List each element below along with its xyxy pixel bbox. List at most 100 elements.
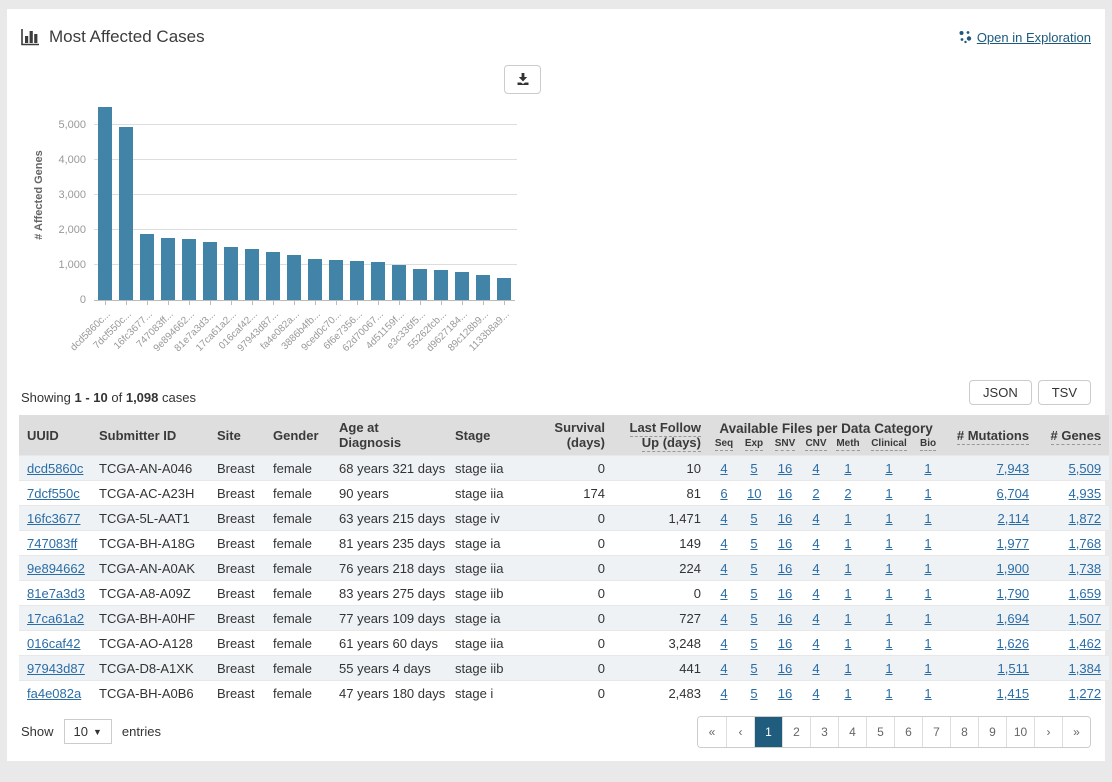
page-7-button[interactable]: 7 [922,716,950,747]
files-bio-link[interactable]: 1 [924,685,932,701]
files-meth-link[interactable]: 1 [844,560,852,576]
column-header-genes[interactable]: # Genes [1037,415,1110,456]
files-snv-link[interactable]: 16 [777,685,793,701]
bar-6f6e7356[interactable] [349,261,364,300]
files-cnv-link[interactable]: 4 [812,535,820,551]
files-meth-link[interactable]: 1 [844,685,852,701]
files-exp-link[interactable]: 10 [747,485,762,501]
page-3-button[interactable]: 3 [810,716,838,747]
bar-4d51159f[interactable] [391,265,406,300]
files-exp-link[interactable]: 5 [750,660,758,676]
files-seq-link[interactable]: 4 [720,510,728,526]
mutations-link[interactable]: 1,415 [996,685,1030,701]
files-clinical-link[interactable]: 1 [885,660,893,676]
files-clinical-link[interactable]: 1 [885,560,893,576]
files-exp-link[interactable]: 5 [750,535,758,551]
page-1-button[interactable]: 1 [754,716,782,747]
genes-link[interactable]: 1,738 [1068,560,1102,576]
files-snv-link[interactable]: 16 [777,485,793,501]
genes-link[interactable]: 1,384 [1068,660,1102,676]
files-exp-link[interactable]: 5 [750,610,758,626]
bar-1133b8a9[interactable] [496,277,511,300]
files-snv-link[interactable]: 16 [777,460,793,476]
files-snv-link[interactable]: 16 [777,610,793,626]
files-meth-link[interactable]: 1 [844,610,852,626]
bar-7dcf550c[interactable] [118,127,133,300]
subcolumn-header-snv[interactable]: SNV [769,437,801,456]
files-seq-link[interactable]: 4 [720,660,728,676]
genes-link[interactable]: 1,462 [1068,635,1102,651]
files-meth-link[interactable]: 1 [844,635,852,651]
files-cnv-link[interactable]: 4 [812,560,820,576]
chart-download-button[interactable] [504,65,541,94]
files-meth-link[interactable]: 1 [844,510,852,526]
files-clinical-link[interactable]: 1 [885,585,893,601]
files-clinical-link[interactable]: 1 [885,635,893,651]
bar-62d70067[interactable] [370,262,385,300]
mutations-link[interactable]: 6,704 [996,485,1030,501]
subcolumn-header-clinical[interactable]: Clinical [865,437,913,456]
subcolumn-header-meth[interactable]: Meth [831,437,865,456]
bar-89c128b9[interactable] [475,274,490,300]
files-exp-link[interactable]: 5 [750,510,758,526]
genes-link[interactable]: 1,507 [1068,610,1102,626]
genes-link[interactable]: 1,872 [1068,510,1102,526]
files-exp-link[interactable]: 5 [750,460,758,476]
genes-link[interactable]: 1,768 [1068,535,1102,551]
export-json-button[interactable]: JSON [969,380,1032,405]
files-bio-link[interactable]: 1 [924,660,932,676]
uuid-link[interactable]: dcd5860c [27,460,84,476]
bar-17ca61a2[interactable] [223,247,238,300]
files-seq-link[interactable]: 4 [720,685,728,701]
files-bio-link[interactable]: 1 [924,535,932,551]
genes-link[interactable]: 4,935 [1068,485,1102,501]
uuid-link[interactable]: 016caf42 [27,635,81,651]
files-cnv-link[interactable]: 4 [812,635,820,651]
export-tsv-button[interactable]: TSV [1037,380,1091,405]
bar-dcd5860c[interactable] [97,107,112,300]
bar-d9627184[interactable] [454,272,469,300]
genes-link[interactable]: 1,272 [1068,685,1102,701]
bar-9ced0c70[interactable] [328,260,343,300]
files-seq-link[interactable]: 4 [720,460,728,476]
files-bio-link[interactable]: 1 [924,635,932,651]
bar-97943d87[interactable] [265,251,280,300]
files-meth-link[interactable]: 2 [844,485,852,501]
files-meth-link[interactable]: 1 [844,535,852,551]
mutations-link[interactable]: 1,790 [996,585,1030,601]
uuid-link[interactable]: 7dcf550c [27,485,80,501]
files-snv-link[interactable]: 16 [777,560,793,576]
files-bio-link[interactable]: 1 [924,510,932,526]
files-exp-link[interactable]: 5 [750,635,758,651]
files-exp-link[interactable]: 5 [750,560,758,576]
files-seq-link[interactable]: 4 [720,610,728,626]
bar-81e7a3d3[interactable] [202,241,217,300]
page-8-button[interactable]: 8 [950,716,978,747]
files-bio-link[interactable]: 1 [924,585,932,601]
files-snv-link[interactable]: 16 [777,635,793,651]
files-cnv-link[interactable]: 4 [812,660,820,676]
files-snv-link[interactable]: 16 [777,510,793,526]
mutations-link[interactable]: 1,626 [996,635,1030,651]
files-bio-link[interactable]: 1 [924,610,932,626]
page-size-dropdown[interactable]: 10 ▼ [63,719,112,744]
files-snv-link[interactable]: 16 [777,535,793,551]
mutations-link[interactable]: 2,114 [997,510,1030,526]
uuid-link[interactable]: 9e894662 [27,560,85,576]
first-page-button[interactable]: « [698,716,726,747]
subcolumn-header-cnv[interactable]: CNV [801,437,831,456]
mutations-link[interactable]: 1,511 [997,660,1030,676]
page-10-button[interactable]: 10 [1006,716,1034,747]
files-cnv-link[interactable]: 4 [812,685,820,701]
subcolumn-header-exp[interactable]: Exp [739,437,769,456]
uuid-link[interactable]: 81e7a3d3 [27,585,85,601]
bar-016caf42[interactable] [244,248,259,300]
files-meth-link[interactable]: 1 [844,585,852,601]
next-page-button[interactable]: › [1034,716,1062,747]
files-cnv-link[interactable]: 4 [812,510,820,526]
files-snv-link[interactable]: 16 [777,585,793,601]
files-bio-link[interactable]: 1 [924,460,932,476]
genes-link[interactable]: 5,509 [1068,460,1102,476]
bar-fa4e082a[interactable] [286,255,301,300]
mutations-link[interactable]: 1,977 [996,535,1030,551]
